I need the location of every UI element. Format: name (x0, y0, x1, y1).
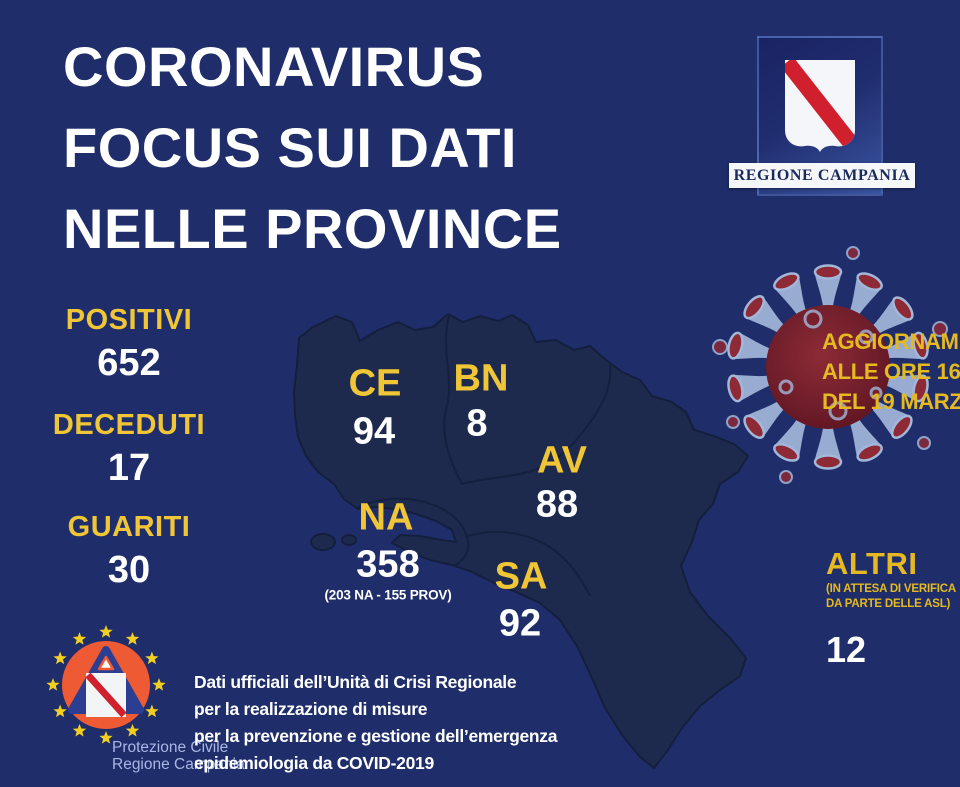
province-na-code: NA (358, 496, 414, 539)
page-title: CORONAVIRUS FOCUS SUI DATI NELLE PROVINC… (63, 26, 562, 269)
province-sa-value: 92 (498, 602, 542, 645)
province-sa-code: SA (494, 555, 548, 598)
disclaimer-line-3: per la prevenzione e gestione dell’emerg… (194, 726, 558, 746)
regione-campania-banner: REGIONE CAMPANIA (729, 163, 915, 188)
province-bn-value: 8 (466, 402, 488, 445)
virus-body-dots (778, 309, 883, 421)
title-line-2: FOCUS SUI DATI (63, 116, 517, 179)
campania-shield-icon (785, 60, 855, 152)
coronavirus-icon (712, 246, 948, 484)
stat-deceduti-label: DECEDUTI (52, 409, 206, 441)
disclaimer-line-4: epidemiologia da COVID-2019 (194, 753, 434, 773)
stat-positivi-value: 652 (97, 342, 161, 384)
protezione-civile-logo-icon (46, 625, 166, 744)
province-bn-code: BN (453, 357, 509, 400)
regione-campania-banner-text: REGIONE CAMPANIA (733, 166, 911, 184)
disclaimer-line-1: Dati ufficiali dell’Unità di Crisi Regio… (194, 672, 517, 692)
stat-deceduti-value: 17 (107, 447, 151, 489)
stat-guariti: GUARITI 30 (18, 511, 240, 592)
province-na-note: (203 NA - 155 PROV) (324, 587, 452, 603)
province-av-value: 88 (535, 483, 579, 526)
island-capri (341, 534, 357, 546)
stat-positivi-label: POSITIVI (65, 304, 193, 336)
province-av-code: AV (537, 439, 587, 482)
disclaimer-line-2: per la realizzazione di misure (194, 699, 428, 719)
province-ce-code: CE (348, 362, 402, 405)
disclaimer-text: Dati ufficiali dell’Unità di Crisi Regio… (194, 669, 557, 777)
virus-floating-particles (712, 246, 948, 484)
stat-guariti-value: 30 (107, 549, 151, 591)
island-ischia (310, 533, 336, 551)
stat-guariti-label: GUARITI (67, 511, 191, 543)
title-line-1: CORONAVIRUS (63, 35, 485, 98)
title-line-3: NELLE PROVINCE (63, 197, 562, 260)
province-na-value: 358 (356, 543, 420, 586)
province-borders (355, 315, 612, 597)
campania-outline (293, 313, 749, 769)
province-ce-value: 94 (352, 410, 396, 453)
stat-positivi: POSITIVI 652 (18, 304, 240, 385)
stat-deceduti: DECEDUTI 17 (18, 409, 240, 490)
